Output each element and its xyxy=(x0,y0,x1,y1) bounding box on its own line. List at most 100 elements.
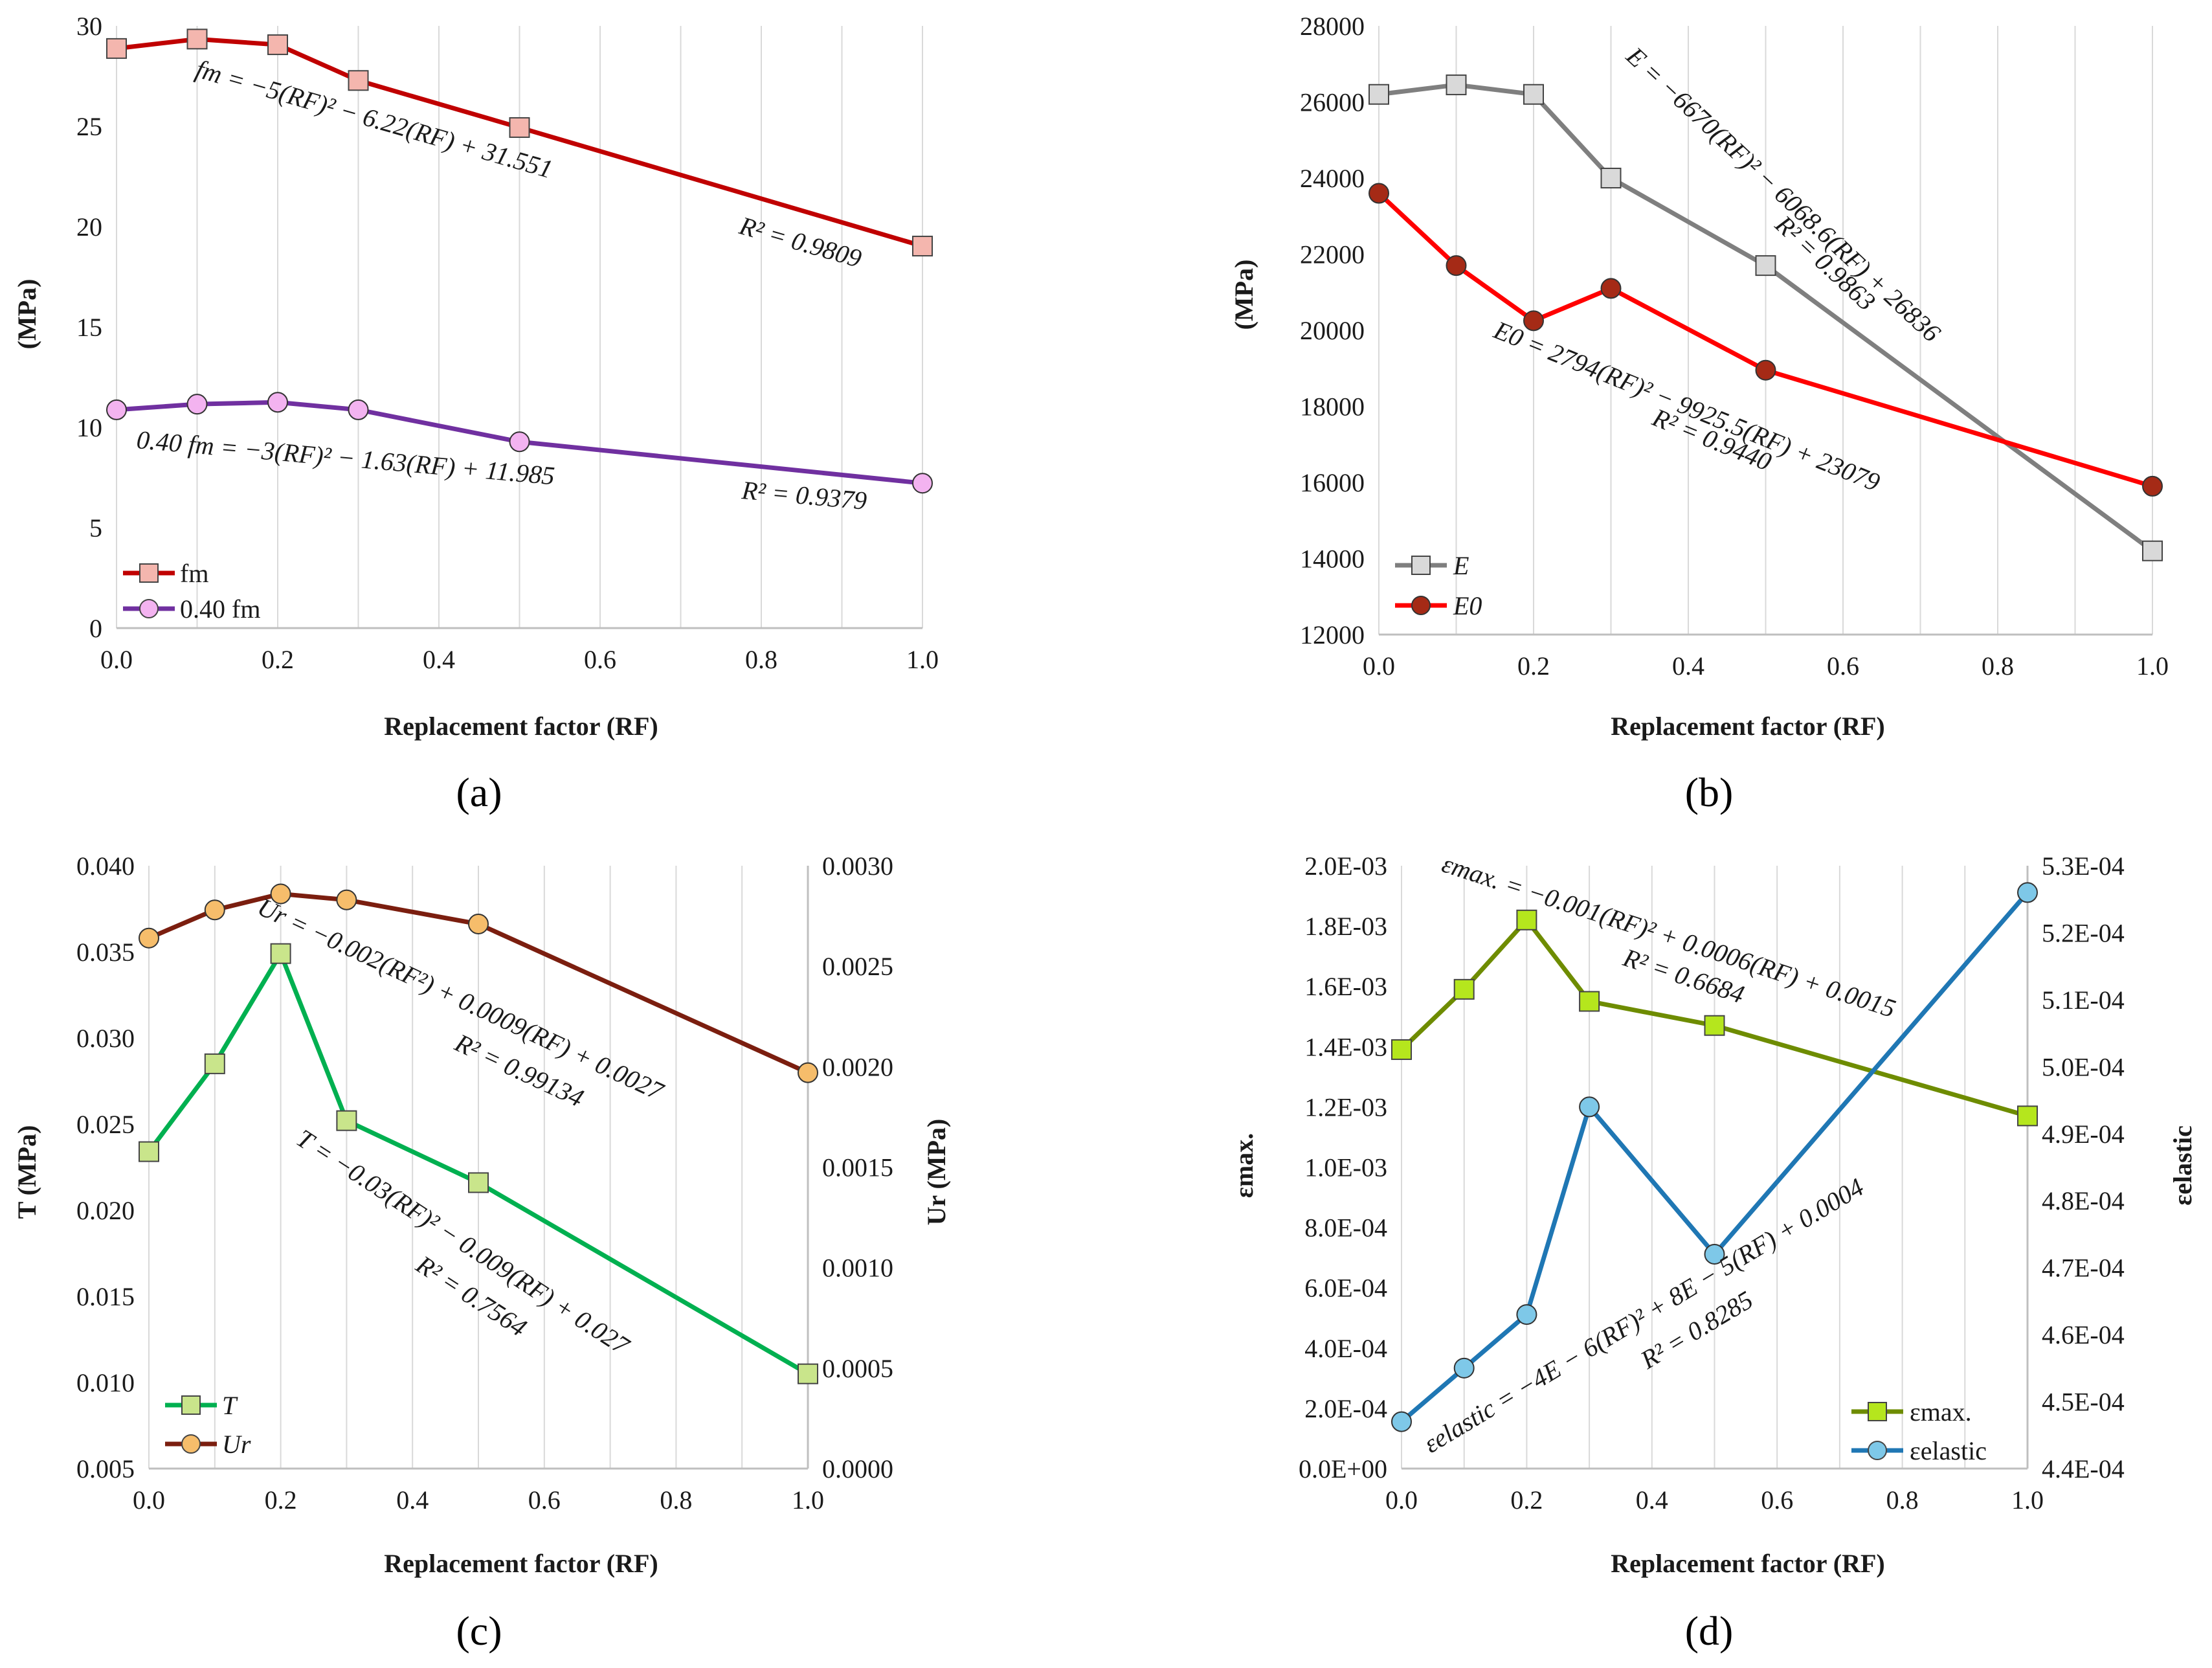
y-tick-label: 0.015 xyxy=(76,1282,135,1311)
y2-tick-label: 0.0020 xyxy=(822,1052,893,1081)
y2-tick-label: 5.3E-04 xyxy=(2042,851,2125,881)
data-point xyxy=(798,1363,818,1384)
y-tick-label: 16000 xyxy=(1300,468,1365,497)
y-tick-label: 20000 xyxy=(1300,316,1365,345)
y2-tick-label: 0.0030 xyxy=(822,851,893,881)
data-point xyxy=(139,927,159,949)
data-point xyxy=(1446,74,1467,96)
data-point xyxy=(139,1141,159,1162)
x-tick-label: 0.0 xyxy=(133,1485,165,1515)
y-tick-label: 0.025 xyxy=(76,1110,135,1139)
data-point xyxy=(267,392,288,413)
data-point xyxy=(348,399,369,420)
panel-c-ylabel2: Ur (MPa) xyxy=(922,1119,951,1226)
x-tick-label: 0.6 xyxy=(1827,651,1859,681)
legend-label-eel: εelastic xyxy=(1910,1436,1987,1465)
data-point xyxy=(798,1062,818,1083)
data-point xyxy=(1391,1039,1412,1060)
y2-tick-label: 4.5E-04 xyxy=(2042,1388,2125,1417)
legend-marker-e0 xyxy=(1411,596,1431,615)
legend-label-t: T xyxy=(222,1391,238,1420)
y2-tick-label: 4.8E-04 xyxy=(2042,1186,2125,1215)
x-tick-label: 0.2 xyxy=(1510,1485,1543,1515)
data-point xyxy=(267,34,288,56)
y-tick-label: 2.0E-03 xyxy=(1304,851,1387,881)
y-tick-label: 1.0E-03 xyxy=(1304,1153,1387,1182)
panel-d-xlabel: Replacement factor (RF) xyxy=(1611,1549,1885,1578)
data-point xyxy=(1446,255,1467,276)
y-tick-label: 28000 xyxy=(1300,12,1365,41)
y-tick-label: 24000 xyxy=(1300,164,1365,193)
legend-marker-e xyxy=(1411,556,1431,575)
y2-tick-label: 4.4E-04 xyxy=(2042,1454,2125,1483)
y-tick-label: 0.040 xyxy=(76,851,135,881)
panel-a-ylabel: (MPa) xyxy=(12,279,41,350)
y-tick-label: 15 xyxy=(76,313,102,342)
data-point xyxy=(2142,475,2163,497)
data-point xyxy=(1704,1015,1725,1036)
data-point xyxy=(1523,310,1544,332)
legend-label-040fm: 0.40 fm xyxy=(180,594,260,624)
y-tick-label: 1.4E-03 xyxy=(1304,1032,1387,1061)
panel-a-ticks: 0.0 0.2 0.4 0.6 0.8 1.0 0 5 10 15 20 25 30 xyxy=(76,12,939,674)
x-tick-label: 0.2 xyxy=(262,645,294,674)
legend-label-emax: εmax. xyxy=(1910,1397,1972,1426)
x-tick-label: 1.0 xyxy=(2136,651,2169,681)
y-tick-label: 26000 xyxy=(1300,88,1365,117)
panel-d-label: (d) xyxy=(1685,1608,1734,1654)
data-point xyxy=(2142,540,2163,561)
panel-a-series xyxy=(106,28,933,494)
data-point xyxy=(1369,183,1389,204)
series-line-1 xyxy=(1400,891,2029,1424)
y2-tick-label: 0.0000 xyxy=(822,1454,893,1483)
y2-tick-label: 4.7E-04 xyxy=(2042,1254,2125,1283)
y-tick-label: 0.035 xyxy=(76,938,135,967)
data-point xyxy=(186,394,208,415)
data-point xyxy=(186,28,208,50)
panel-d-ticks: 0.0 0.2 0.4 0.6 0.8 1.0 0.0E+00 2.0E-04 4.0E-04 6… xyxy=(1299,851,2125,1515)
x-tick-label: 0.2 xyxy=(265,1485,297,1515)
data-point xyxy=(336,889,357,910)
x-tick-label: 0.4 xyxy=(396,1485,429,1515)
panel-d-legend: εmax. εelastic xyxy=(1851,1397,1987,1465)
series-line-0 xyxy=(1378,82,2154,553)
panel-b-ylabel: (MPa) xyxy=(1229,260,1258,330)
data-point xyxy=(468,913,489,934)
panel-b-xlabel: Replacement factor (RF) xyxy=(1611,712,1885,741)
panel-c-grid xyxy=(148,866,809,1470)
x-tick-label: 0.0 xyxy=(1363,651,1395,681)
panel-c-ticks: 0.0 0.2 0.4 0.6 0.8 1.0 0.005 0.010 0.015 0.020 0.… xyxy=(76,851,893,1515)
x-tick-label: 1.0 xyxy=(2011,1485,2044,1515)
legend-marker-t xyxy=(181,1395,201,1415)
data-point xyxy=(106,38,127,59)
legend-marker-emax xyxy=(1868,1402,1887,1421)
legend-marker-ur xyxy=(181,1434,201,1454)
data-point xyxy=(1579,1096,1600,1118)
y-tick-label: 10 xyxy=(76,413,102,442)
data-point xyxy=(1516,909,1537,930)
panel-c-series xyxy=(139,883,818,1384)
y-tick-label: 14000 xyxy=(1300,545,1365,574)
panel-a-grid xyxy=(116,26,923,629)
data-point xyxy=(1523,84,1544,105)
y-tick-label: 25 xyxy=(76,112,102,141)
panel-c-xlabel: Replacement factor (RF) xyxy=(384,1549,658,1578)
y2-tick-label: 0.0015 xyxy=(822,1153,893,1182)
x-tick-label: 0.4 xyxy=(423,645,455,674)
data-point xyxy=(1600,278,1622,299)
data-point xyxy=(1516,1304,1537,1325)
y-tick-label: 1.8E-03 xyxy=(1304,912,1387,941)
data-point xyxy=(912,236,933,257)
y2-tick-label: 5.2E-04 xyxy=(2042,918,2125,947)
data-point xyxy=(1391,1411,1412,1432)
y-tick-label: 5 xyxy=(89,513,102,543)
legend-label-e0: E0 xyxy=(1453,591,1482,620)
y2-tick-label: 5.1E-04 xyxy=(2042,986,2125,1015)
data-point xyxy=(1453,1357,1475,1379)
panel-d-series xyxy=(1391,882,2038,1432)
data-point xyxy=(336,1110,357,1131)
x-tick-label: 0.4 xyxy=(1672,651,1704,681)
panel-a-xlabel: Replacement factor (RF) xyxy=(384,712,658,741)
x-tick-label: 0.0 xyxy=(1385,1485,1418,1515)
